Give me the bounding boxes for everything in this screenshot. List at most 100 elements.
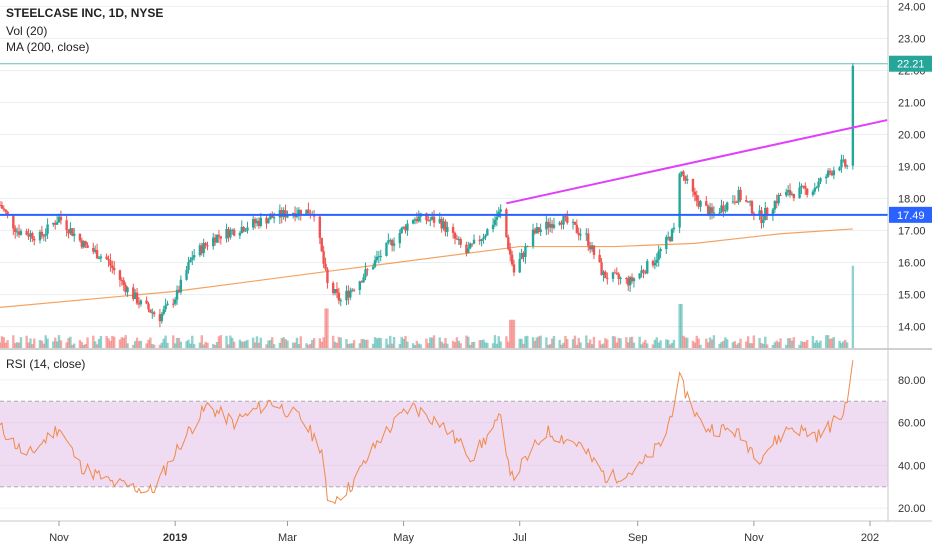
price-axis[interactable]: 24.0023.0022.0021.0020.0019.0018.0017.00… xyxy=(898,1,926,333)
volume-bar xyxy=(615,342,619,349)
candle-body xyxy=(695,195,698,201)
volume-bar xyxy=(813,342,816,349)
volume-bar xyxy=(469,344,472,349)
volume-bar xyxy=(686,337,689,349)
volume-bar xyxy=(246,339,249,349)
candle-body xyxy=(779,194,782,196)
volume-bar xyxy=(733,341,737,349)
candle-body xyxy=(790,193,794,196)
time-axis[interactable]: Nov 2019 Mar May Jul Sep Nov 202 xyxy=(49,521,879,544)
volume-bar xyxy=(78,340,82,349)
price-tick-label: 17.00 xyxy=(898,226,926,238)
volume-bar xyxy=(217,336,221,349)
candle-body xyxy=(398,232,401,244)
volume-bar xyxy=(684,337,687,349)
volume-bar xyxy=(573,335,577,349)
volume-bar xyxy=(505,336,508,349)
candle-body xyxy=(493,219,497,225)
candle-body xyxy=(204,243,207,246)
volume-bar xyxy=(547,344,550,349)
candle-body xyxy=(255,220,259,224)
volume-bar xyxy=(606,339,609,349)
volume-bar xyxy=(815,340,818,349)
volume-bar xyxy=(507,341,510,349)
rsi-axis[interactable]: 80.00 60.00 40.00 20.00 xyxy=(898,375,926,515)
candle-body xyxy=(566,216,569,223)
volume-bar xyxy=(73,343,76,349)
volume-bar xyxy=(444,337,447,349)
volume-bar xyxy=(470,342,474,349)
volume-bar xyxy=(805,339,809,349)
candle-body xyxy=(619,278,622,280)
volume-bar xyxy=(545,337,548,349)
candle-body xyxy=(219,236,223,239)
volume-bar xyxy=(737,342,740,349)
candle-body xyxy=(731,201,735,203)
candle-body xyxy=(347,290,350,298)
volume-bar xyxy=(333,341,337,349)
volume-bar xyxy=(153,344,156,349)
candle-body xyxy=(133,292,137,299)
candle-body xyxy=(73,233,76,236)
volume-bar xyxy=(0,342,2,349)
volume-bar xyxy=(764,336,767,349)
candle-body xyxy=(773,201,777,210)
candle-body xyxy=(0,205,4,209)
volume-bar xyxy=(162,338,165,349)
volume-bar xyxy=(46,338,49,349)
candle-body xyxy=(271,215,274,218)
candle-body xyxy=(413,219,417,221)
volume-bar xyxy=(225,335,228,349)
candle-body xyxy=(737,189,740,203)
volume-bar xyxy=(177,337,181,349)
trend-line[interactable] xyxy=(506,119,888,205)
candle-body xyxy=(813,188,816,192)
volume-bar xyxy=(29,338,32,349)
price-tick-label: 14.00 xyxy=(898,322,926,334)
candle-body xyxy=(455,238,459,240)
candle-body xyxy=(92,247,95,252)
volume-bar xyxy=(80,342,84,349)
candle-body xyxy=(244,230,247,232)
candle-body xyxy=(552,224,556,228)
rsi-tick-label: 60.00 xyxy=(898,418,926,430)
price-tick-label: 19.00 xyxy=(898,161,926,173)
candle-body xyxy=(240,227,243,233)
volume-bar xyxy=(510,319,514,349)
volume-bar xyxy=(590,344,594,349)
candle-body xyxy=(640,270,643,274)
volume-bar xyxy=(668,344,672,349)
volume-bar xyxy=(491,343,495,349)
volume-bar xyxy=(97,338,101,349)
candle-body xyxy=(686,178,689,181)
candle-body xyxy=(691,178,695,192)
volume-bar xyxy=(665,339,668,349)
volume-bar xyxy=(379,337,382,349)
candle-body xyxy=(510,254,514,265)
volume-bar xyxy=(326,308,329,349)
volume-bar xyxy=(105,336,108,349)
candle-body xyxy=(389,240,392,242)
candle-body xyxy=(246,227,249,231)
volume-bar xyxy=(788,338,792,349)
candle-body xyxy=(638,273,641,279)
time-tick-label: Nov xyxy=(744,532,764,544)
volume-bar xyxy=(111,335,114,349)
volume-bar xyxy=(811,335,815,349)
candle-body xyxy=(187,262,190,270)
candle-body xyxy=(231,229,234,231)
candle-body xyxy=(722,205,725,212)
volume-bar xyxy=(453,342,457,349)
volume-bar xyxy=(377,337,381,349)
time-tick-label: May xyxy=(393,532,414,544)
candle-body xyxy=(352,289,356,291)
volume-bar xyxy=(845,342,849,349)
volume-bar xyxy=(710,339,714,349)
candle-body xyxy=(225,228,228,239)
candle-body xyxy=(785,191,788,196)
volume-bar xyxy=(708,337,712,349)
volume-bar xyxy=(335,342,339,349)
volume-bar xyxy=(575,344,579,349)
volume-bar xyxy=(160,342,164,349)
